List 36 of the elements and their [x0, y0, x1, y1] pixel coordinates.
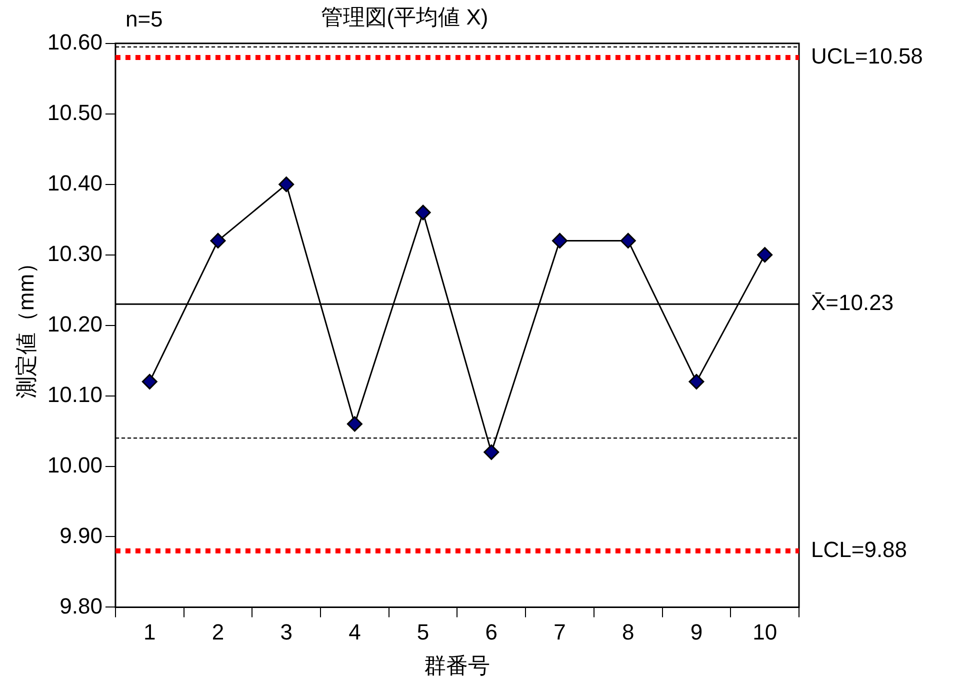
point: [278, 176, 294, 192]
point: [484, 444, 500, 460]
ref-line-label: LCL=9.88: [811, 536, 908, 562]
x-tick-label: 6: [485, 619, 498, 644]
y-tick-label: 9.90: [60, 522, 102, 548]
y-tick-label: 10.00: [47, 452, 102, 478]
y-tick-label: 10.30: [47, 240, 102, 266]
ref-line-label: X̄=10.23: [811, 290, 894, 316]
x-tick-label: 10: [752, 619, 778, 644]
y-axis-title: 測定値（mm）: [13, 252, 38, 399]
point: [620, 232, 636, 248]
ref-line-label: UCL=10.58: [811, 44, 923, 69]
point: [210, 232, 226, 248]
y-tick-label: 10.40: [47, 170, 102, 196]
point: [346, 416, 362, 432]
x-tick-label: 7: [554, 619, 566, 644]
point: [415, 204, 431, 220]
y-tick-label: 10.60: [47, 29, 102, 54]
x-axis-title: 群番号: [424, 652, 490, 678]
x-tick-label: 5: [416, 619, 430, 644]
x-tick-label: 4: [348, 619, 361, 644]
y-tick-label: 9.80: [60, 593, 102, 618]
point: [142, 374, 158, 390]
text: n=5: [125, 6, 163, 32]
x-tick-label: 2: [212, 619, 224, 644]
x-tick-label: 1: [144, 619, 156, 644]
y-tick-label: 10.10: [47, 382, 102, 407]
y-tick-label: 10.50: [47, 100, 102, 125]
y-tick-label: 10.20: [47, 311, 102, 336]
point: [688, 374, 704, 390]
x-tick-label: 8: [622, 619, 634, 644]
point: [552, 232, 568, 248]
point: [757, 247, 773, 263]
chart-title: 管理図(平均値 X): [320, 4, 488, 30]
x-tick-label: 9: [690, 619, 703, 644]
x-tick-label: 3: [280, 619, 292, 644]
